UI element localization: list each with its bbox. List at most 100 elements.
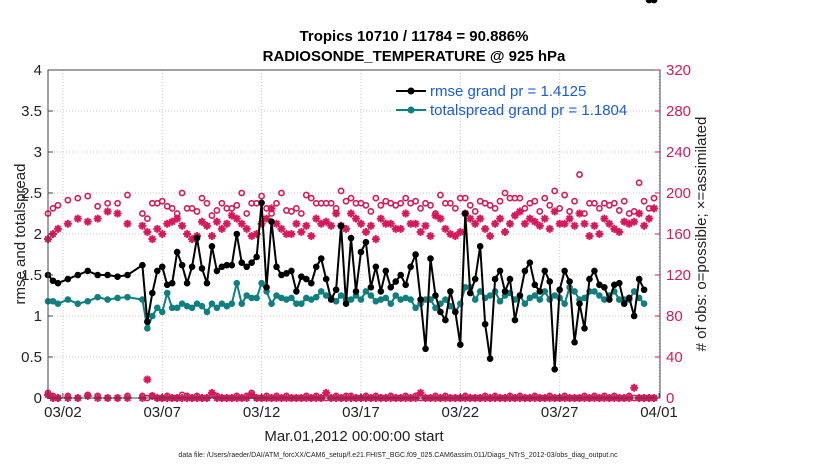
rmse-point xyxy=(198,265,206,272)
obs-possible-marker xyxy=(178,189,186,197)
obs-assimilated-marker xyxy=(332,209,341,218)
obs-possible-marker xyxy=(446,199,454,207)
totalspread-point xyxy=(283,296,290,303)
obs-possible-marker xyxy=(610,199,618,207)
obs-assimilated-marker xyxy=(456,227,465,236)
rmse-point xyxy=(158,263,166,271)
rmse-point xyxy=(442,316,449,324)
obs-possible-marker xyxy=(397,199,405,207)
obs-assimilated-marker xyxy=(585,232,594,241)
y2-tick-label: 0 xyxy=(666,390,674,407)
obs-assimilated-marker xyxy=(630,217,639,226)
totalspread-point xyxy=(526,294,534,302)
obs-possible-marker xyxy=(491,204,499,212)
rmse-point xyxy=(332,286,340,294)
obs-assimilated-marker xyxy=(615,227,624,236)
obs-assimilated-marker xyxy=(173,214,182,223)
obs-possible-marker xyxy=(302,191,310,199)
rmse-point xyxy=(521,267,529,275)
totalspread-point xyxy=(601,296,608,303)
totalspread-point xyxy=(198,302,206,310)
obs-assimilated-marker xyxy=(416,227,425,236)
totalspread-point xyxy=(322,292,330,299)
obs-assimilated-marker xyxy=(222,219,231,228)
totalspread-point xyxy=(312,293,320,301)
obs-possible-marker xyxy=(650,194,658,202)
obs-possible-marker xyxy=(158,197,166,205)
totalspread-point xyxy=(392,292,400,299)
rmse-point xyxy=(417,296,424,303)
rmse-point xyxy=(402,281,409,289)
obs-assimilated-marker xyxy=(232,214,241,223)
totalspread-point xyxy=(208,300,216,308)
obs-possible-marker xyxy=(233,201,241,209)
rmse-point xyxy=(476,243,484,250)
totalspread-point xyxy=(377,296,385,303)
rmse-point xyxy=(437,308,444,316)
obs-possible-marker xyxy=(168,204,176,212)
totalspread-point xyxy=(268,300,275,308)
obs-possible-marker xyxy=(49,204,57,212)
rmse-point xyxy=(312,263,320,271)
obs-possible-marker xyxy=(516,194,524,202)
obs-possible-marker xyxy=(541,194,549,202)
obs-assimilated-marker xyxy=(317,219,326,228)
obs-assimilated-marker xyxy=(525,214,534,223)
totalspread-point xyxy=(337,292,345,299)
obs-assimilated-marker xyxy=(486,232,495,241)
y-axis-label: rmse and totalspread xyxy=(12,164,29,305)
obs-possible-marker xyxy=(104,199,112,207)
totalspread-point xyxy=(531,292,539,299)
rmse-point xyxy=(54,279,62,287)
totalspread-point xyxy=(347,296,355,303)
y2-tick-label: 240 xyxy=(666,144,691,161)
x-tick-label: 03/07 xyxy=(143,404,181,421)
rmse-point xyxy=(491,275,499,283)
obs-assimilated-marker xyxy=(202,221,211,230)
totalspread-point xyxy=(372,297,380,305)
obs-assimilated-marker xyxy=(570,221,579,230)
obs-assimilated-marker xyxy=(476,214,485,223)
y2-axis-label: # of obs: o=possible; ×=assimilated xyxy=(693,117,710,352)
rmse-point xyxy=(486,355,494,362)
rmse-point xyxy=(139,261,146,269)
obs-possible-marker xyxy=(114,199,121,207)
obs-possible-marker xyxy=(342,197,350,205)
obs-possible-marker xyxy=(466,201,474,209)
rmse-point xyxy=(84,267,92,275)
rmse-point xyxy=(432,292,439,299)
totalspread-point xyxy=(168,304,176,312)
obs-assimilated-marker xyxy=(471,219,480,228)
totalspread-point xyxy=(153,304,161,312)
obs-assimilated-marker xyxy=(580,219,589,228)
rmse-point xyxy=(243,263,251,271)
totalspread-point xyxy=(183,302,191,310)
rmse-point xyxy=(650,0,658,4)
obs-possible-marker xyxy=(576,171,583,178)
rmse-point xyxy=(218,263,226,271)
obs-assimilated-marker xyxy=(401,209,410,218)
rmse-point xyxy=(620,300,628,308)
rmse-point xyxy=(268,218,275,225)
totalspread-point xyxy=(432,304,439,312)
y-tick-label: 2.5 xyxy=(21,185,42,202)
y-tick-label: 4 xyxy=(34,62,42,79)
obs-possible-marker xyxy=(551,187,559,195)
obs-assimilated-marker xyxy=(421,221,430,230)
totalspread-point xyxy=(332,297,340,305)
rmse-point xyxy=(501,288,509,295)
rmse-point xyxy=(427,255,434,262)
rmse-point xyxy=(382,267,390,275)
obs-assimilated-marker xyxy=(242,224,251,233)
rmse-point xyxy=(258,199,265,207)
rmse-point xyxy=(640,286,648,294)
obs-assimilated-marker xyxy=(158,230,167,238)
totalspread-point xyxy=(193,300,201,308)
obs-assimilated-marker xyxy=(93,214,102,223)
totalspread-point xyxy=(84,297,92,305)
rmse-point xyxy=(506,275,514,283)
rmse-point xyxy=(635,275,643,283)
rmse-point xyxy=(367,284,375,291)
rmse-point xyxy=(228,261,236,269)
legend-rmse-marker xyxy=(407,87,415,95)
